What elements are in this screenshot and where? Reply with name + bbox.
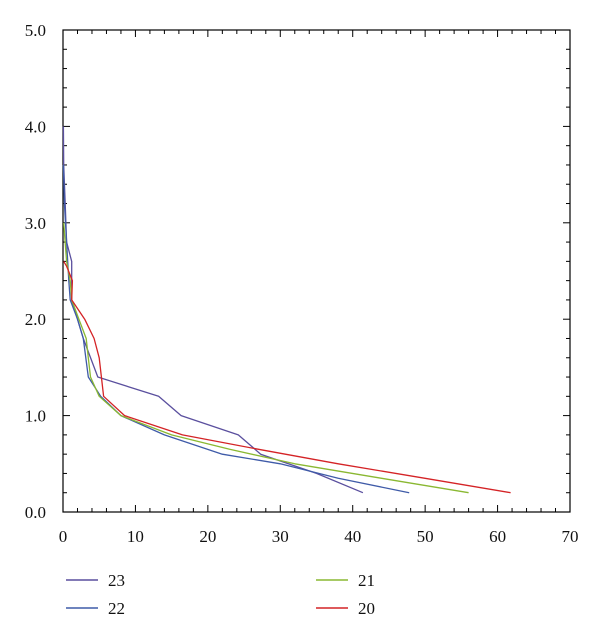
plot-border <box>62 29 571 513</box>
y-tick-label: 3.0 <box>25 214 46 233</box>
y-tick-label: 5.0 <box>25 21 46 40</box>
y-tick-label: 2.0 <box>25 310 46 329</box>
x-tick-label: 20 <box>199 527 216 546</box>
series-line-22 <box>62 164 410 494</box>
x-tick-label: 0 <box>59 527 68 546</box>
x-tick-label: 60 <box>489 527 506 546</box>
series-line-23 <box>62 126 364 494</box>
y-tick-label: 4.0 <box>25 117 46 136</box>
y-tick-label: 1.0 <box>25 407 46 426</box>
major-ticks <box>62 29 571 513</box>
x-tick-label: 10 <box>127 527 144 546</box>
minor-ticks <box>63 30 570 512</box>
series-lines <box>62 126 511 494</box>
legend-label-20: 20 <box>358 599 375 618</box>
legend-label-23: 23 <box>108 571 125 590</box>
y-tick-labels: 0.0 1.0 2.0 3.0 4.0 5.0 <box>25 21 46 522</box>
legend-label-22: 22 <box>108 599 125 618</box>
x-tick-label: 30 <box>272 527 289 546</box>
axes-frame <box>62 29 571 513</box>
x-tick-labels: 0 10 20 30 40 50 60 70 <box>59 527 579 546</box>
y-tick-label: 0.0 <box>25 503 46 522</box>
legend: 23 22 21 20 <box>66 571 375 618</box>
series-line-20 <box>63 261 511 494</box>
x-tick-label: 70 <box>562 527 579 546</box>
x-tick-label: 40 <box>344 527 361 546</box>
x-tick-label: 50 <box>417 527 434 546</box>
legend-label-21: 21 <box>358 571 375 590</box>
series-line-21 <box>63 222 469 494</box>
